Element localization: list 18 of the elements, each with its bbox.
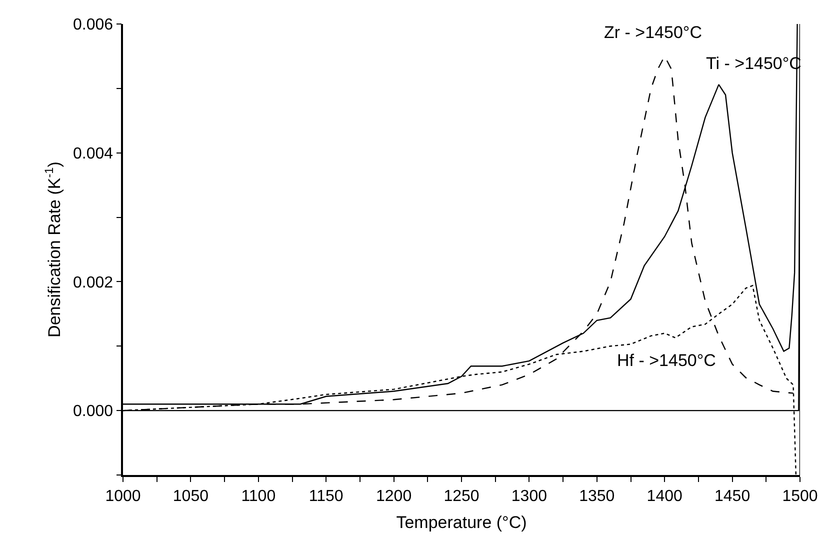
x-tick-label: 1200 xyxy=(376,488,412,505)
x-tick-label: 1400 xyxy=(646,488,682,505)
x-tick-label: 1450 xyxy=(714,488,750,505)
series-label: Hf - >1450°C xyxy=(617,351,716,370)
x-tick-label: 1350 xyxy=(579,488,615,505)
x-tick-label: 1150 xyxy=(308,488,344,505)
y-tick-label: 0.006 xyxy=(73,16,114,34)
x-tick-label: 1250 xyxy=(444,488,480,505)
x-tick-label: 1100 xyxy=(241,488,276,505)
y-tick-label: 0.000 xyxy=(73,403,114,420)
series-label: Zr - >1450°C xyxy=(604,23,702,42)
x-tick-label: 1500 xyxy=(782,488,818,505)
y-tick-label: 0.004 xyxy=(73,145,114,162)
x-tick-label: 1000 xyxy=(105,488,141,505)
y-tick-label: 0.002 xyxy=(73,274,114,292)
x-tick-label: 1050 xyxy=(172,488,209,505)
x-axis-title: Temperature (°C) xyxy=(396,512,527,532)
x-tick-label: 1300 xyxy=(511,488,548,505)
